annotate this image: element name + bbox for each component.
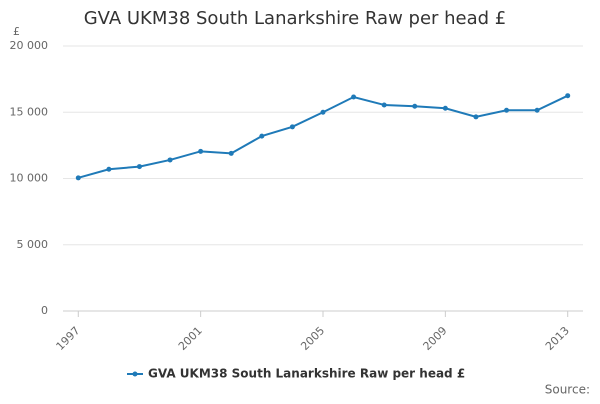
data-point — [504, 107, 510, 113]
data-point — [228, 150, 234, 156]
y-tick-label: 15 000 — [10, 105, 49, 118]
y-tick-label: 0 — [41, 304, 48, 317]
source: Source: — [545, 383, 590, 397]
x-tick-label: 1997 — [54, 324, 83, 353]
data-point — [320, 109, 326, 115]
series-line — [78, 94, 569, 179]
legend-label: GVA UKM38 South Lanarkshire Raw per head… — [148, 367, 465, 381]
data-point — [351, 94, 357, 100]
data-point — [442, 105, 448, 111]
y-tick-label: 10 000 — [10, 172, 49, 185]
data-point — [565, 93, 571, 99]
data-point — [412, 103, 418, 109]
data-point — [381, 102, 387, 108]
y-axis-label: £ — [13, 25, 20, 38]
x-tick-label: 2009 — [421, 324, 450, 353]
chart-title: GVA UKM38 South Lanarkshire Raw per head… — [84, 8, 507, 29]
x-tick-label: 2001 — [176, 324, 205, 353]
y-tick-label: 20 000 — [10, 39, 49, 52]
data-point — [75, 175, 81, 181]
data-point — [136, 164, 142, 170]
data-point — [167, 157, 173, 163]
data-point — [259, 133, 265, 139]
x-tick-label: 2013 — [543, 324, 572, 353]
legend-marker — [132, 371, 138, 377]
data-point — [534, 107, 540, 113]
data-point — [289, 124, 295, 130]
data-point — [473, 114, 479, 120]
y-tick-label: 5 000 — [17, 238, 49, 251]
data-point — [106, 166, 112, 172]
data-point — [198, 148, 204, 154]
x-tick-label: 2005 — [298, 324, 327, 353]
